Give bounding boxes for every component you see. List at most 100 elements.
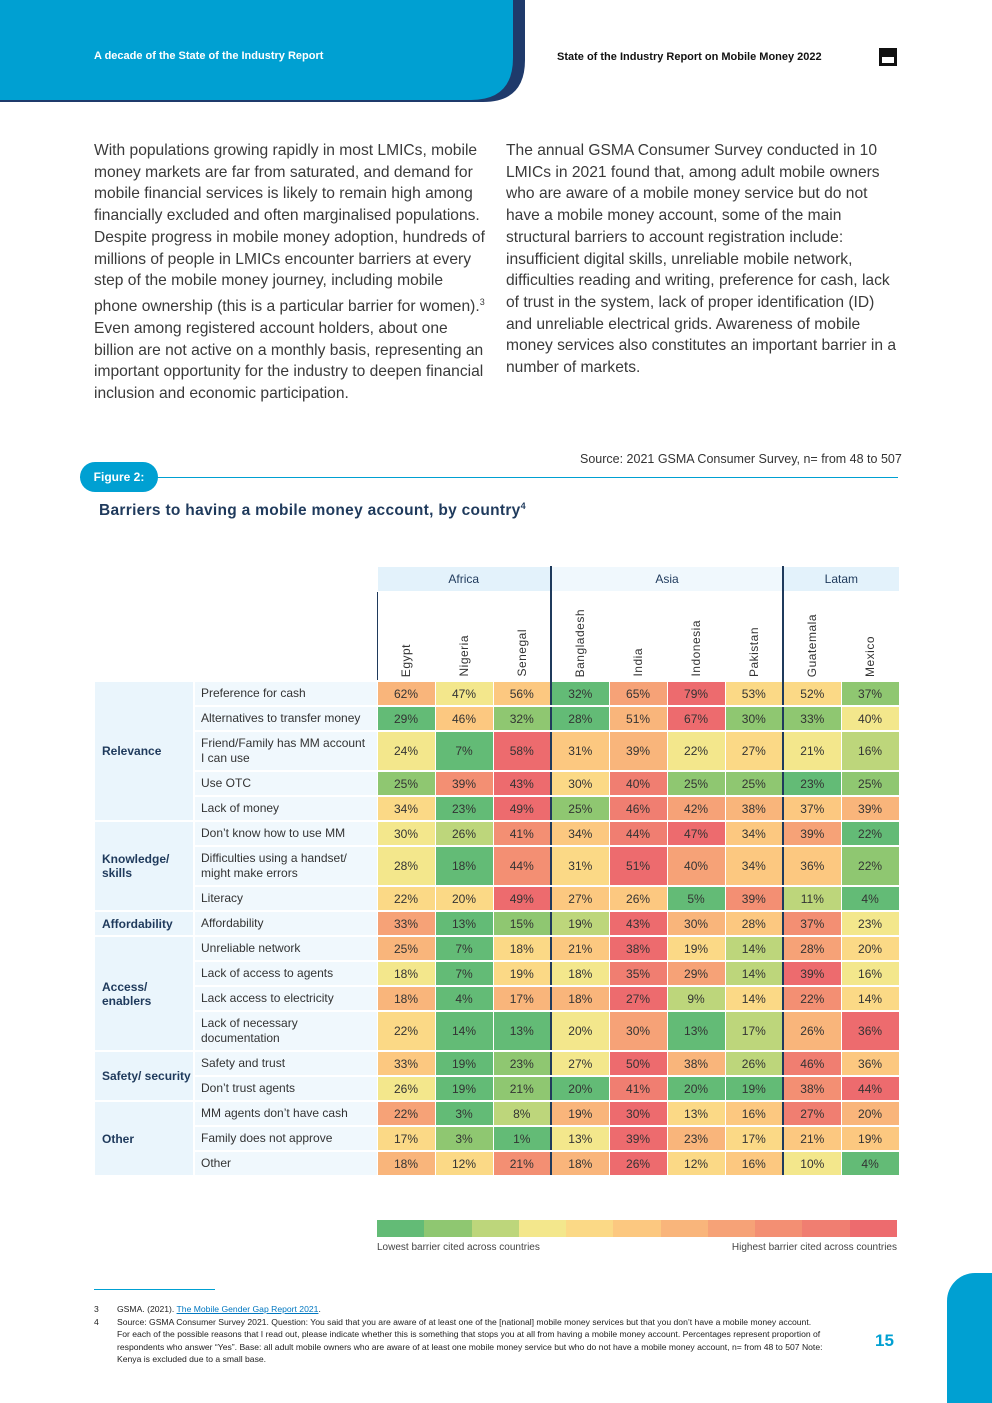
footnote-ref: 3 (479, 296, 485, 307)
footnote-text: Source: GSMA Consumer Survey 2021. Quest… (117, 1316, 823, 1365)
cell: 40% (840, 705, 900, 732)
row-label: Safety and trust (193, 1050, 378, 1077)
heatmap-table: Africa Asia Latam Egypt Nigeria Senegal Bangla… (93, 566, 900, 1177)
region: Latam (782, 566, 900, 592)
cell: 34% (724, 820, 784, 847)
group: Relevance (93, 680, 195, 822)
legend-swatch (802, 1220, 850, 1237)
cell: 34% (550, 820, 610, 847)
country-name: Bangladesh (573, 608, 588, 677)
group: Access/ enablers (93, 935, 195, 1052)
legend-swatch (755, 1220, 803, 1237)
cell: 14% (724, 960, 784, 987)
cell: 19% (434, 1050, 494, 1077)
row: Lack of access to agents 18% 7% 19% 18% 35% 29… (94, 960, 900, 987)
cell: 19% (550, 1100, 610, 1127)
text: GSMA. (2021). (117, 1304, 177, 1314)
cell: 11% (782, 885, 842, 912)
cell: 20% (434, 885, 494, 912)
cell: 27% (550, 1050, 610, 1077)
link[interactable]: The Mobile Gender Gap Report 2021 (176, 1304, 319, 1314)
cell: 28% (782, 935, 842, 962)
cell: 19% (840, 1125, 900, 1152)
row: Friend/Family has MM account I can use 24… (94, 730, 900, 772)
row-label: Lack of money (193, 795, 378, 822)
cell: 52% (782, 680, 842, 707)
cell: 26% (434, 820, 494, 847)
country-name: India (631, 648, 646, 677)
cell: 13% (666, 1100, 726, 1127)
cell: 34% (376, 795, 436, 822)
cell: 20% (666, 1075, 726, 1102)
cell: 24% (376, 730, 436, 772)
cell: 28% (376, 845, 436, 887)
cell: 37% (782, 795, 842, 822)
cell: 22% (376, 1100, 436, 1127)
country-name: Guatemala (805, 613, 820, 677)
row: Alternatives to transfer money 29% 46% 32% 2… (94, 705, 900, 732)
footnote-ref: 4 (520, 501, 526, 511)
page-number: 15 (875, 1331, 894, 1350)
cell: 25% (666, 770, 726, 797)
cell: 39% (840, 795, 900, 822)
legend-low: Lowest barrier cited across countries (377, 1242, 540, 1253)
footnote: 3 GSMA. (2021). The Mobile Gender Gap Rep… (94, 1303, 824, 1316)
cell: 12% (666, 1150, 726, 1177)
cell: 46% (608, 795, 668, 822)
cell: 17% (492, 985, 552, 1012)
cell: 38% (608, 935, 668, 962)
cell: 36% (840, 1010, 900, 1052)
cell: 23% (434, 795, 494, 822)
group: Other (93, 1100, 195, 1177)
cell: 17% (724, 1125, 784, 1152)
country: Indonesia (666, 591, 726, 682)
row: Lack of necessary documentation 22% 14% 13%… (94, 1010, 900, 1052)
country-name: Senegal (514, 629, 529, 677)
row-label: Lack of access to agents (193, 960, 378, 987)
cell: 25% (840, 770, 900, 797)
cell: 19% (724, 1075, 784, 1102)
cell: 28% (550, 705, 610, 732)
rule (80, 477, 898, 478)
cell: 51% (608, 705, 668, 732)
cell: 22% (840, 845, 900, 887)
blank (94, 567, 377, 592)
cell: 13% (550, 1125, 610, 1152)
cell: 46% (782, 1050, 842, 1077)
cell: 42% (666, 795, 726, 822)
legend (377, 1220, 897, 1237)
cell: 22% (840, 820, 900, 847)
cell: 62% (376, 680, 436, 707)
cell: 31% (550, 730, 610, 772)
cell: 13% (492, 1010, 552, 1052)
country: Nigeria (434, 591, 494, 682)
cell: 30% (608, 1010, 668, 1052)
blank (94, 592, 377, 682)
cell: 27% (782, 1100, 842, 1127)
cell: 4% (434, 985, 494, 1012)
row: Safety/ security Safety and trust 33% 19% 23… (93, 1050, 900, 1102)
row: Literacy 22% 20% 49% 27% 26% 5% 39% 11% 4% (94, 885, 900, 912)
cell: 29% (666, 960, 726, 987)
legend-swatch (613, 1220, 661, 1237)
cell: 32% (550, 680, 610, 707)
cell: 16% (724, 1150, 784, 1177)
cell: 19% (550, 910, 610, 937)
cell: 33% (376, 1050, 436, 1077)
region: Asia (550, 566, 784, 592)
cell: 20% (840, 1100, 900, 1127)
row-label: Alternatives to transfer money (193, 705, 378, 732)
row: Lack access to electricity 18% 4% 17% 18% 27%… (94, 985, 900, 1012)
cell: 25% (376, 935, 436, 962)
footnote-num: 4 (94, 1316, 99, 1327)
cell: 16% (840, 960, 900, 987)
cell: 25% (724, 770, 784, 797)
row: Relevance Preference for cash 62% 47% 56% 32%… (93, 680, 900, 822)
cell: 40% (666, 845, 726, 887)
cell: 50% (608, 1050, 668, 1077)
cell: 41% (608, 1075, 668, 1102)
cell: 18% (376, 960, 436, 987)
cell: 14% (434, 1010, 494, 1052)
legend-swatch (471, 1220, 519, 1237)
row-label: Unreliable network (193, 935, 378, 962)
